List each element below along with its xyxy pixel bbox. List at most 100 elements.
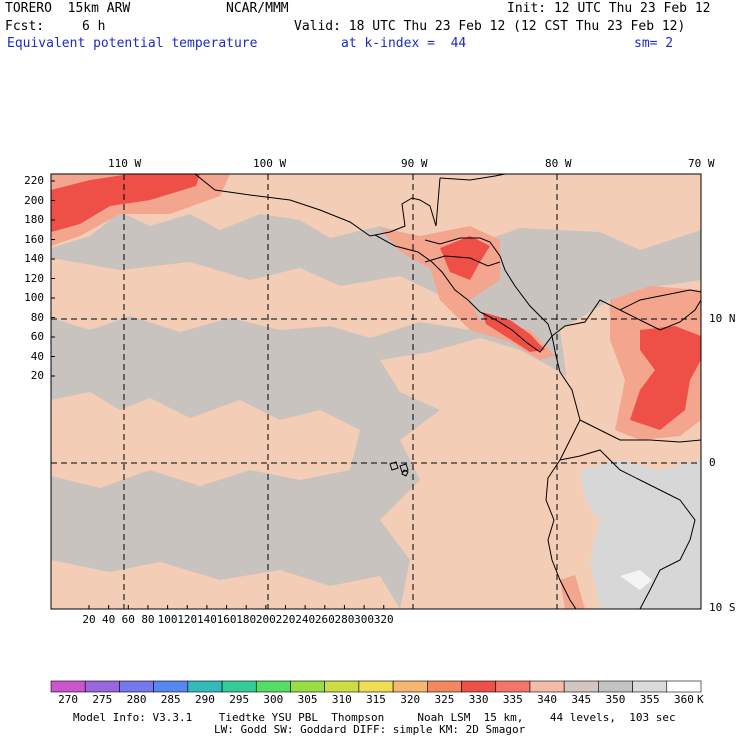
field-peach-central-band xyxy=(51,258,470,338)
legend-colorbar xyxy=(50,680,702,693)
x-tick-label: 200 xyxy=(255,613,276,626)
y-axis-ticks xyxy=(51,180,55,377)
legend-swatch xyxy=(255,680,291,693)
model-title: TORERO 15km ARW xyxy=(5,1,131,16)
y-tick-label: 80 xyxy=(30,310,44,324)
x-axis-ticks xyxy=(88,605,385,609)
init-time: Init: 12 UTC Thu 23 Feb 12 xyxy=(507,1,711,16)
legend-swatch xyxy=(358,680,394,693)
y-tick-label: 60 xyxy=(30,330,44,343)
lat-label-10n: 10 N xyxy=(709,312,736,325)
legend-value-label: 320 xyxy=(400,693,421,706)
field-red-nw xyxy=(51,174,200,232)
legend-swatch xyxy=(187,680,223,693)
field-peach-south xyxy=(51,560,400,609)
border-peru-brazil xyxy=(639,479,696,609)
legend-swatch xyxy=(50,680,86,693)
legend-value-label: 270 xyxy=(58,693,79,706)
footer-physics: LW: Godd SW: Goddard DIFF: simple KM: 2D… xyxy=(214,723,526,736)
y-tick-label: 40 xyxy=(30,349,44,363)
legend-swatch xyxy=(529,680,565,693)
legend-swatch xyxy=(427,680,462,693)
coastline-venezuela xyxy=(619,299,701,331)
legend-value-label: 280 xyxy=(126,693,147,706)
legend-swatch xyxy=(84,680,120,693)
legend-value-label: 290 xyxy=(195,693,215,706)
fcst-value: 6 h xyxy=(82,19,106,34)
legend-unit: K xyxy=(697,693,704,706)
x-tick-label: 180 xyxy=(236,613,257,626)
legend-value-label: 305 xyxy=(297,693,318,706)
legend-value-label: 325 xyxy=(434,693,455,706)
footer-model-info: Model Info: V3.3.1 Tiedtke YSU PBL Thomp… xyxy=(73,711,676,724)
y-tick-label: 100 xyxy=(24,291,44,304)
lat-label-0: 0 xyxy=(709,456,716,469)
y-tick-label: 20 xyxy=(30,369,44,382)
legend-value-label: 295 xyxy=(229,693,250,706)
legend-value-label: 330 xyxy=(468,693,489,706)
y-tick-label: 160 xyxy=(24,232,44,246)
legend-value-label: 355 xyxy=(639,693,660,706)
graticule xyxy=(51,174,701,609)
x-tick-label: 280 xyxy=(334,613,355,626)
legend-swatch xyxy=(666,680,702,693)
x-tick-label: 220 xyxy=(275,613,296,626)
coastline-central-america xyxy=(374,234,553,353)
x-tick-label: 40 xyxy=(102,613,116,626)
y-tick-label: 180 xyxy=(24,213,44,226)
legend-value-label: 315 xyxy=(366,693,386,706)
legend-swatch xyxy=(632,680,668,693)
x-tick-label: 120 xyxy=(177,613,198,626)
border-colombia xyxy=(579,419,701,443)
x-tick-label: 300 xyxy=(354,613,375,626)
legend-swatch xyxy=(290,680,325,693)
lon-label-90w: 90 W xyxy=(401,157,428,170)
field-name: Equivalent potential temperature xyxy=(7,36,258,51)
legend-swatch xyxy=(153,680,189,693)
legend-swatch xyxy=(324,680,360,693)
x-tick-label: 320 xyxy=(373,613,394,626)
x-tick-label: 60 xyxy=(121,613,135,626)
map-frame xyxy=(50,173,702,610)
legend-value-label: 300 xyxy=(263,693,284,706)
legend-value-label: 335 xyxy=(502,693,523,706)
lon-label-70w: 70 W xyxy=(688,157,715,170)
y-tick-label: 200 xyxy=(24,193,44,207)
lon-label-80w: 80 W xyxy=(545,157,572,170)
lon-label-100w: 100 W xyxy=(253,157,287,170)
legend-swatch xyxy=(598,680,633,693)
legend-value-label: 350 xyxy=(605,693,626,706)
legend-value-label: 310 xyxy=(331,693,352,706)
x-tick-label: 140 xyxy=(196,613,217,626)
valid-time: Valid: 18 UTC Thu 23 Feb 12 (12 CST Thu … xyxy=(294,19,686,34)
field-salmon-peru xyxy=(560,575,585,609)
field-lightgrey-se xyxy=(580,460,701,609)
legend-value-label: 340 xyxy=(537,693,557,706)
x-tick-label: 240 xyxy=(295,613,316,626)
coastline-sa-pacific xyxy=(545,335,581,609)
y-tick-label: 120 xyxy=(24,271,44,285)
x-tick-label: 20 xyxy=(82,613,96,626)
legend-swatch xyxy=(495,680,531,693)
x-tick-label: 260 xyxy=(314,613,335,626)
coastline-honduras-border xyxy=(424,255,501,267)
field-red-costa xyxy=(482,312,545,352)
lat-label-10s: 10 S xyxy=(709,601,736,614)
fcst-label: Fcst: xyxy=(5,19,45,34)
field-red-sa xyxy=(630,326,701,430)
legend-value-label: 360 xyxy=(673,693,694,706)
border-ecuador-peru xyxy=(559,449,641,481)
legend-swatch xyxy=(461,680,497,693)
x-tick-label: 80 xyxy=(141,613,155,626)
legend-swatch xyxy=(563,680,599,693)
field-peach-southwest xyxy=(51,392,360,488)
smooth-label: sm= 2 xyxy=(634,36,674,51)
level-label: at k-index = 44 xyxy=(341,36,467,51)
field-white-patch xyxy=(620,570,652,590)
coastline-mexico xyxy=(194,174,441,237)
y-tick-label: 220 xyxy=(24,174,44,187)
theta-e-field xyxy=(51,174,701,609)
x-tick-label: 100 xyxy=(157,613,178,626)
coastlines xyxy=(194,174,701,609)
